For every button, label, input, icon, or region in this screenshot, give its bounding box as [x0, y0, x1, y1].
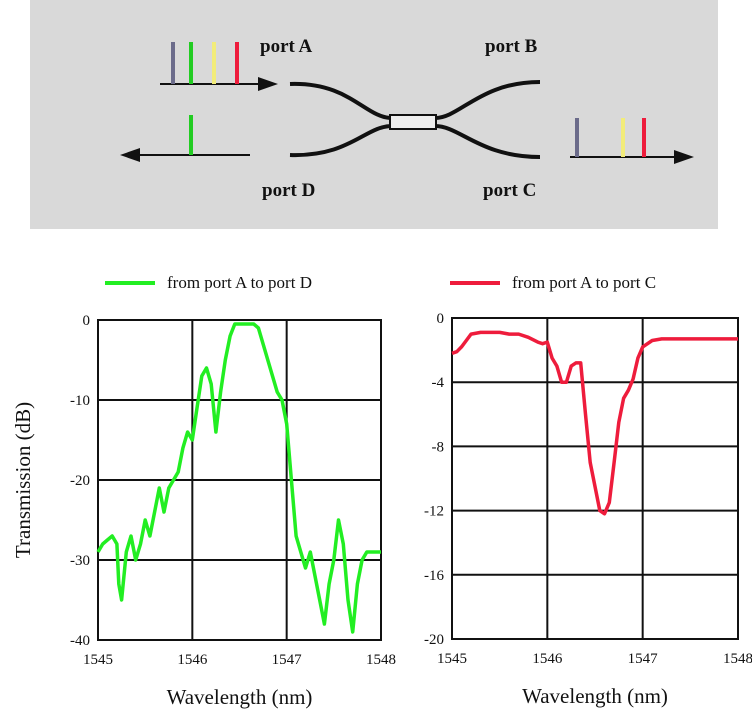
- coupler-diagram: port A port B port D port C: [30, 0, 718, 229]
- legend-right-swatch: [450, 281, 500, 285]
- legend-left-label: from port A to port D: [167, 273, 312, 292]
- port-b-label: port B: [485, 36, 538, 57]
- chart-right-ytick-label: -12: [424, 504, 444, 520]
- coupler-body: [389, 114, 437, 130]
- chart-right-xlabel: Wavelength (nm): [522, 684, 668, 708]
- chart-left-ytick-label: -40: [70, 633, 90, 649]
- coupler-svg: [120, 42, 694, 164]
- port-d-label: port D: [262, 180, 316, 201]
- legend-left-swatch: [105, 281, 155, 285]
- waveguide-a: [289, 81, 393, 120]
- legend-right-label: from port A to port C: [512, 273, 657, 292]
- waveguide-d: [289, 124, 393, 158]
- chart-right-xtick-label: 1545: [437, 651, 467, 667]
- chart-right-ytick-label: -4: [432, 375, 445, 391]
- chart-right-ytick-label: -20: [424, 632, 444, 648]
- chart-left-ytick-label: -10: [70, 393, 90, 409]
- chart-right-xtick-label: 1548: [723, 651, 752, 667]
- chart-left-ytick-label: -30: [70, 553, 90, 569]
- chart-left-series-line: [96, 322, 381, 634]
- chart-left-ytick-label: -20: [70, 473, 90, 489]
- chart-right-xtick-label: 1547: [628, 651, 659, 667]
- chart-left-xlabel: Wavelength (nm): [167, 685, 313, 709]
- drop-arrow-head: [120, 148, 140, 162]
- chart-left-xtick-label: 1545: [83, 652, 113, 668]
- waveguide-b: [434, 80, 541, 120]
- waveguide-c: [434, 124, 541, 159]
- chart-left-xtick-label: 1547: [272, 652, 303, 668]
- chart-right-series-line: [451, 330, 738, 516]
- legend-right: from port A to port C: [450, 273, 656, 293]
- chart-left-xtick-label: 1546: [177, 652, 208, 668]
- port-c-label: port C: [483, 180, 537, 201]
- chart-left-ytick-label: 0: [83, 313, 91, 329]
- chart-left-ylabel: Transmission (dB): [11, 402, 35, 558]
- chart-right-ytick-label: 0: [437, 311, 445, 327]
- through-arrow-head: [674, 150, 694, 164]
- legend-left: from port A to port D: [105, 273, 312, 293]
- port-a-label: port A: [260, 36, 313, 57]
- input-arrow-head: [258, 77, 278, 91]
- chart-right-ytick-label: -16: [424, 568, 444, 584]
- chart-right-ytick-label: -8: [432, 439, 445, 455]
- chart-left-xtick-label: 1548: [366, 652, 396, 668]
- chart-right-xtick-label: 1546: [532, 651, 563, 667]
